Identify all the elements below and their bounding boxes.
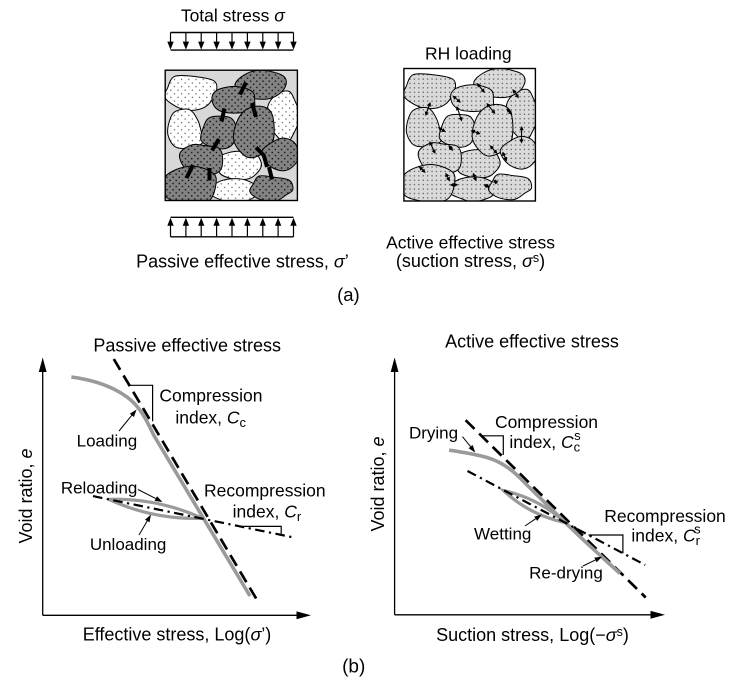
svg-text:Active effective stress: Active effective stress [445,331,619,351]
svg-text:Passive effective stress: Passive effective stress [93,336,281,356]
svg-text:Void ratio, e: Void ratio, e [368,436,388,531]
svg-text:Effective stress, Log(σ’): Effective stress, Log(σ’) [83,625,272,645]
svg-text:Active effective stress: Active effective stress [386,233,555,253]
svg-text:Loading: Loading [77,432,138,451]
svg-text:Re-drying: Re-drying [529,564,603,583]
svg-text:Void ratio, e: Void ratio, e [16,448,36,543]
svg-text:Compression: Compression [495,412,598,432]
svg-text:Recompression: Recompression [604,506,726,526]
svg-text:Compression: Compression [159,386,262,406]
svg-text:index, Cc: index, Cc [175,408,246,431]
svg-text:Wetting: Wetting [474,525,531,544]
svg-text:index, Cr: index, Cr [233,502,302,525]
svg-text:index, Ccs: index, Ccs [509,428,581,455]
svg-text:(b): (b) [342,657,365,678]
svg-text:Recompression: Recompression [204,481,326,501]
svg-text:RH loading: RH loading [425,44,512,64]
svg-text:Drying: Drying [409,424,458,443]
svg-text:Passive effective stress, σ’: Passive effective stress, σ’ [136,252,349,272]
svg-text:Reloading: Reloading [61,479,138,498]
svg-text:Total stress σ: Total stress σ [181,6,286,26]
svg-text:(a): (a) [337,284,360,305]
svg-text:Suction stress, Log(−σs): Suction stress, Log(−σs) [436,625,629,645]
svg-text:index, Crs: index, Crs [631,522,701,549]
svg-text:(suction stress, σs): (suction stress, σs) [396,251,545,271]
svg-text:Unloading: Unloading [90,535,167,554]
